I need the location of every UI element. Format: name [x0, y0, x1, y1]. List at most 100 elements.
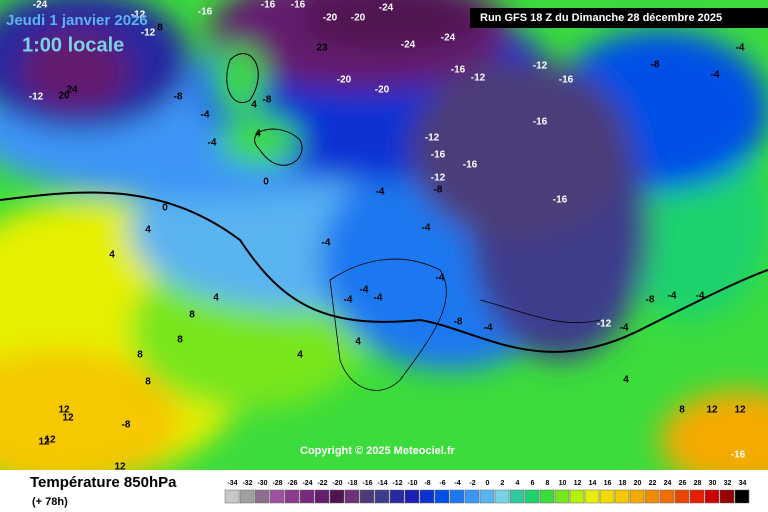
colorbar-label: -22 — [317, 480, 327, 487]
colorbar-swatch — [224, 489, 240, 504]
contour-label: 8 — [145, 377, 151, 388]
colorbar-label: 10 — [559, 480, 567, 487]
contour-label: -4 — [668, 291, 677, 302]
contour-label: -24 — [441, 33, 456, 44]
colorbar-swatch — [554, 489, 570, 504]
colorbar-label: 12 — [574, 480, 582, 487]
contour-label: -12 — [141, 28, 156, 39]
forecast-date: Jeudi 1 janvier 2026 — [6, 12, 148, 29]
colorbar-swatch — [569, 489, 585, 504]
colorbar-swatch — [449, 489, 465, 504]
contour-label: -24 — [379, 3, 394, 14]
colorbar-swatch — [674, 489, 690, 504]
colorbar-swatch — [494, 489, 510, 504]
contour-label: 12 — [114, 462, 126, 473]
contour-label: -16 — [463, 160, 478, 171]
colorbar-swatch — [329, 489, 345, 504]
contour-label: -4 — [208, 138, 217, 149]
contour-label: -16 — [198, 7, 213, 18]
contour-label: -20 — [323, 13, 338, 24]
colorbar-label: -32 — [242, 480, 252, 487]
colorbar-label: -4 — [454, 480, 460, 487]
contour-label: -12 — [533, 61, 548, 72]
contour-label: 12 — [734, 405, 746, 416]
contour-label: -4 — [436, 273, 445, 284]
contour-label: -8 — [454, 317, 463, 328]
contour-label: -4 — [620, 323, 629, 334]
colorbar-swatch — [404, 489, 420, 504]
contour-label: 0 — [162, 203, 168, 214]
colorbar-swatch — [344, 489, 360, 504]
contour-label: -16 — [431, 150, 446, 161]
colorbar-label: 24 — [664, 480, 672, 487]
contour-label: 4 — [355, 337, 361, 348]
colorbar-label: -10 — [407, 480, 417, 487]
colorbar-label: 2 — [501, 480, 505, 487]
contour-label: -16 — [261, 0, 276, 11]
colorbar-label: 4 — [516, 480, 520, 487]
colorbar-label: -14 — [377, 480, 387, 487]
contour-label: -16 — [559, 75, 574, 86]
contour-label: -12 — [131, 10, 146, 21]
colorbar-swatch — [524, 489, 540, 504]
colorbar-swatch — [644, 489, 660, 504]
contour-label: 4 — [623, 375, 629, 386]
colorbar-label: 18 — [619, 480, 627, 487]
colorbar-swatch — [434, 489, 450, 504]
contour-label: -20 — [337, 75, 352, 86]
colorbar-swatch — [599, 489, 615, 504]
colorbar-swatch — [269, 489, 285, 504]
contour-label: -4 — [736, 43, 745, 54]
colorbar-swatch — [374, 489, 390, 504]
contour-label: 8 — [189, 310, 195, 321]
colorbar-swatch — [359, 489, 375, 504]
colorbar-label: -34 — [227, 480, 237, 487]
contour-label: -12 — [29, 92, 44, 103]
contour-label: -12 — [431, 173, 446, 184]
contour-label: 4 — [109, 250, 115, 261]
contour-label: -4 — [201, 110, 210, 121]
colorbar-label: -12 — [392, 480, 402, 487]
colorbar-swatch — [629, 489, 645, 504]
colorbar-label: 14 — [589, 480, 597, 487]
contour-label: 0 — [263, 177, 269, 188]
contour-label: 23 — [316, 43, 328, 54]
contour-label: 12 — [38, 437, 50, 448]
colorbar-label: -30 — [257, 480, 267, 487]
contour-label: -16 — [451, 65, 466, 76]
contour-label: -24 — [401, 40, 416, 51]
colorbar-swatch — [314, 489, 330, 504]
run-box — [470, 8, 768, 28]
colorbar-label: -26 — [287, 480, 297, 487]
colorbar-swatch — [689, 489, 705, 504]
contour-label: -4 — [322, 238, 331, 249]
colorbar-label: 8 — [546, 480, 550, 487]
contour-label: 20 — [58, 91, 70, 102]
colorbar-label: 26 — [679, 480, 687, 487]
colorbar-swatch — [464, 489, 480, 504]
contour-label: -16 — [533, 117, 548, 128]
contour-label: -8 — [122, 420, 131, 431]
colorbar-swatch — [299, 489, 315, 504]
colorbar-swatch — [734, 489, 750, 504]
contour-label: -8 — [174, 92, 183, 103]
colorbar-label: -2 — [469, 480, 475, 487]
contour-label: 4 — [145, 225, 151, 236]
contour-label: -4 — [422, 223, 431, 234]
contour-label: -12 — [597, 319, 612, 330]
colorbar-swatch — [704, 489, 720, 504]
contour-label: -8 — [434, 185, 443, 196]
colorbar-swatch — [659, 489, 675, 504]
colorbar-swatch — [239, 489, 255, 504]
colorbar-label: -28 — [272, 480, 282, 487]
contour-label: 8 — [679, 405, 685, 416]
contour-label: -4 — [696, 291, 705, 302]
colorbar-swatch — [389, 489, 405, 504]
colorbar-label: 16 — [604, 480, 612, 487]
contour-label: -4 — [344, 295, 353, 306]
contour-label: -8 — [651, 60, 660, 71]
colorbar-swatch — [614, 489, 630, 504]
contour-label: -16 — [291, 0, 306, 11]
colorbar-label: -6 — [439, 480, 445, 487]
